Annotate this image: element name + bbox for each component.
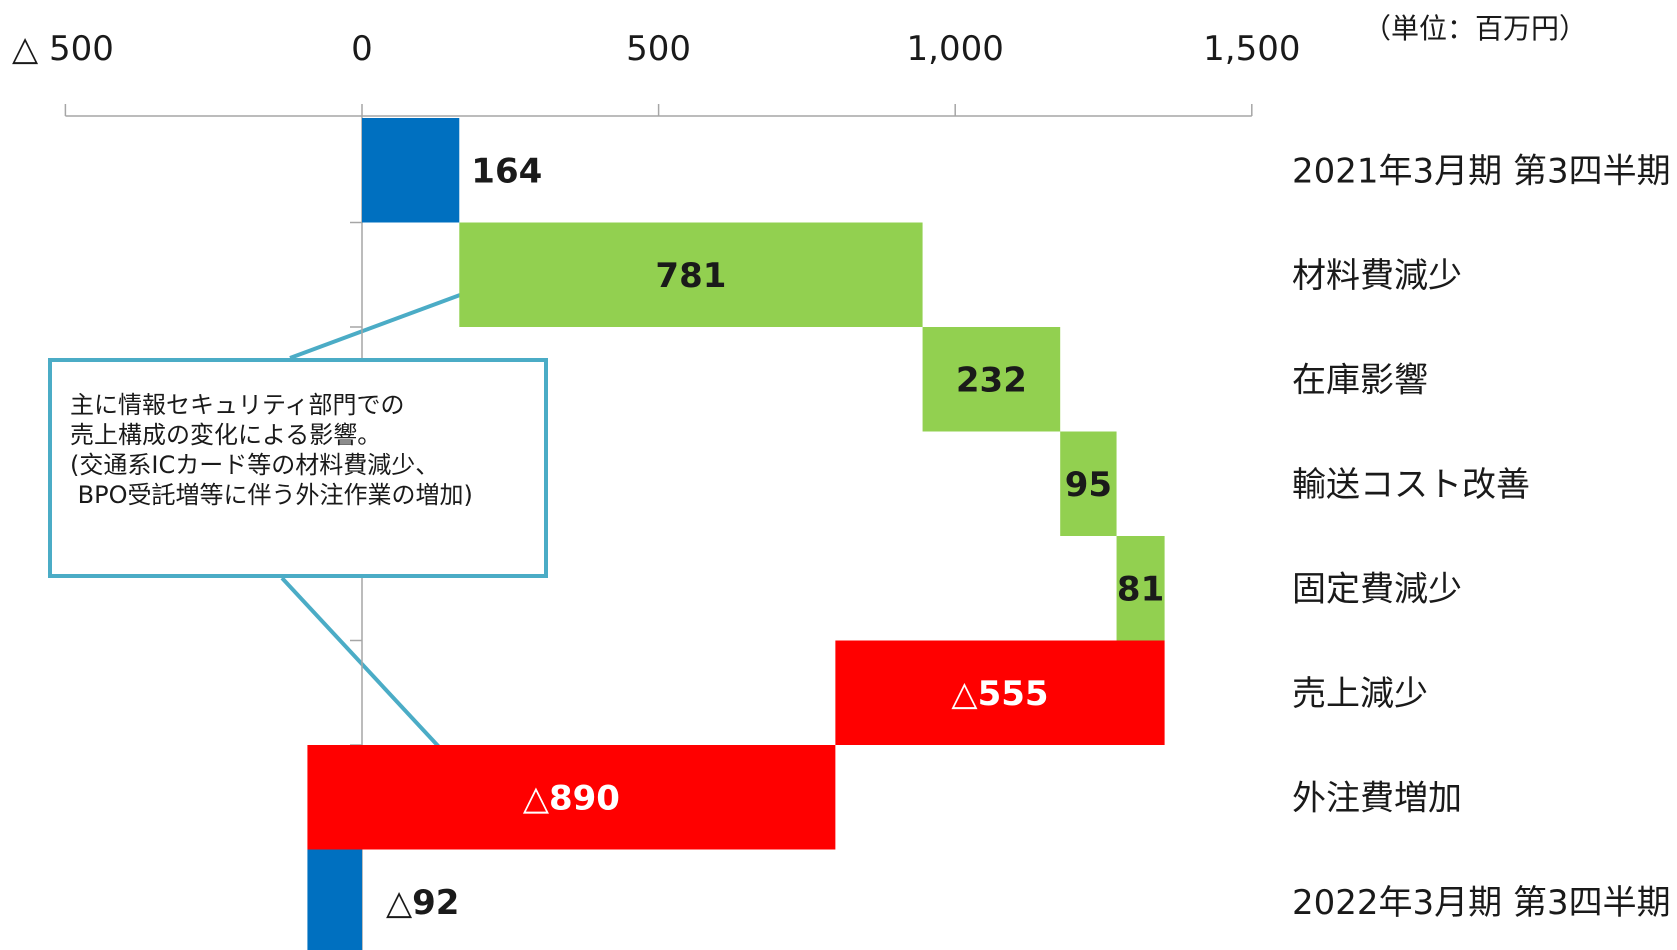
category-label: 2022年3月期 第3四半期 bbox=[1292, 883, 1671, 923]
bar-decrease bbox=[835, 640, 1165, 745]
bar-total bbox=[362, 118, 460, 223]
bar-increase bbox=[1060, 431, 1117, 536]
bar-increase bbox=[1116, 536, 1165, 641]
data-label: 164 bbox=[471, 151, 542, 191]
x-tick-label: 1,000 bbox=[907, 29, 1004, 69]
category-label: 在庫影響 bbox=[1292, 360, 1428, 400]
category-label: 売上減少 bbox=[1292, 674, 1428, 714]
x-tick-label: 0 bbox=[351, 29, 373, 69]
callout-connector bbox=[289, 293, 461, 360]
data-label: 81 bbox=[1117, 569, 1164, 609]
value-labels: 164 781 232 95 81 △555 △890 △92 bbox=[386, 151, 1164, 923]
category-label: 固定費減少 bbox=[1292, 569, 1462, 609]
data-label: 781 bbox=[655, 256, 726, 296]
annotation-line: 主に情報セキュリティ部門での bbox=[70, 391, 405, 419]
callout-connectors bbox=[280, 293, 461, 750]
data-label: 232 bbox=[956, 360, 1027, 400]
annotation-callout: 主に情報セキュリティ部門での 売上構成の変化による影響。 (交通系ICカード等の… bbox=[48, 358, 548, 578]
bar-total bbox=[307, 849, 362, 950]
x-tick-label: 1,500 bbox=[1203, 29, 1300, 69]
annotation-line: (交通系ICカード等の材料費減少、 bbox=[70, 451, 440, 479]
data-label: △92 bbox=[386, 883, 459, 923]
x-axis: △ 500 0 500 1,000 1,500 bbox=[12, 29, 1300, 950]
bar-increase bbox=[922, 327, 1061, 432]
category-label: 材料費減少 bbox=[1292, 256, 1462, 296]
data-label: △890 bbox=[523, 778, 620, 818]
annotation-line: BPO受託増等に伴う外注作業の増加) bbox=[70, 481, 473, 509]
annotation-line: 売上構成の変化による影響。 bbox=[70, 421, 382, 449]
callout-connector bbox=[280, 576, 442, 750]
bar-increase bbox=[459, 222, 923, 327]
x-tick-label: △ 500 bbox=[12, 29, 114, 69]
category-label: 輸送コスト改善 bbox=[1292, 465, 1530, 505]
category-label: 2021年3月期 第3四半期 bbox=[1292, 151, 1671, 191]
category-label: 外注費増加 bbox=[1292, 778, 1462, 818]
x-tick-label: 500 bbox=[626, 29, 691, 69]
bar-decrease bbox=[307, 745, 836, 850]
category-labels: 2021年3月期 第3四半期材料費減少在庫影響輸送コスト改善固定費減少売上減少外… bbox=[1292, 151, 1671, 923]
data-label: △555 bbox=[951, 674, 1048, 714]
bars bbox=[307, 118, 1165, 950]
data-label: 95 bbox=[1065, 465, 1112, 505]
unit-label: （単位：百万円） bbox=[1363, 12, 1587, 45]
